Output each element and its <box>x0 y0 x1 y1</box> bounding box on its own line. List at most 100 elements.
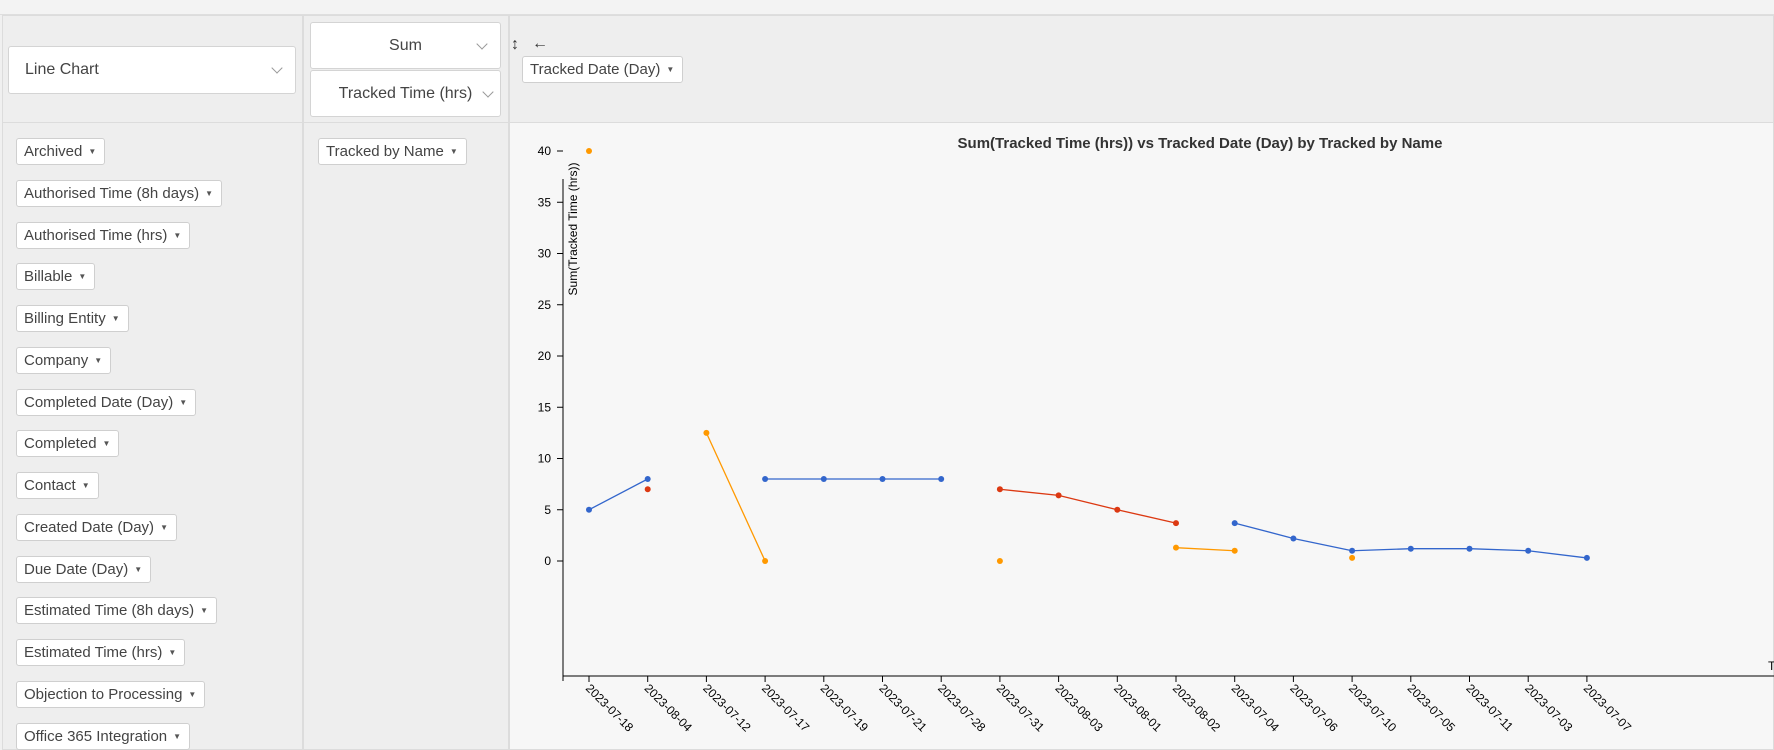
x-tick-label: 2023-08-01 <box>1111 681 1165 735</box>
series-line <box>999 488 1177 524</box>
x-tick-label: 2023-08-03 <box>1052 681 1106 735</box>
dropdown-triangle-icon: ▼ <box>449 147 458 156</box>
x-ticks: 2023-07-18 2023-08-04 2023-07-12 2023-07-17… <box>583 676 1634 735</box>
line-chart: Sum(Tracked Time (hrs)) vs Tracked Date … <box>538 135 1774 735</box>
data-point <box>1055 492 1062 499</box>
dropdown-triangle-icon: ▼ <box>200 606 208 615</box>
x-tick-label: 2023-07-28 <box>935 681 989 735</box>
attribute-pill[interactable]: Estimated Time (8h days) ▼ <box>16 597 217 624</box>
attribute-label: Completed Date (Day) <box>24 394 174 411</box>
data-point <box>820 476 827 482</box>
data-point <box>644 486 651 493</box>
renderer-select-label: Line Chart <box>25 61 99 78</box>
data-point <box>938 476 945 482</box>
data-point <box>762 476 769 482</box>
data-point <box>996 486 1003 493</box>
x-tick-label: 2023-07-18 <box>583 681 637 735</box>
dropdown-triangle-icon: ▼ <box>173 231 182 240</box>
dropdown-triangle-icon: ▼ <box>666 65 675 74</box>
data-point <box>1114 506 1121 513</box>
chart-title: Sum(Tracked Time (hrs)) vs Tracked Date … <box>958 135 1443 152</box>
data-point <box>703 429 710 436</box>
data-point <box>1525 547 1532 554</box>
row-field-pill[interactable]: Tracked by Name ▼ <box>318 138 467 165</box>
attribute-label: Due Date (Day) <box>24 561 129 578</box>
attribute-label: Archived <box>24 143 83 160</box>
column-fields-panel <box>509 15 1774 123</box>
x-tick-label: 2023-07-03 <box>1522 681 1576 735</box>
dropdown-triangle-icon: ▼ <box>81 481 90 490</box>
series-lines <box>588 432 1587 562</box>
attribute-label: Company <box>24 352 89 369</box>
y-ticks: 0 5 10 15 20 25 30 35 40 <box>538 144 563 568</box>
attribute-pill[interactable]: Authorised Time (hrs) ▼ <box>16 222 191 249</box>
swap-axes-icon[interactable]: ↕ <box>511 36 519 53</box>
data-point <box>1231 547 1238 554</box>
attribute-pill[interactable]: Contact ▼ <box>16 472 99 499</box>
value-field-select[interactable]: Tracked Time (hrs) <box>310 70 501 117</box>
attribute-pill[interactable]: Authorised Time (8h days) ▼ <box>16 180 222 207</box>
attribute-label: Authorised Time (8h days) <box>24 185 200 202</box>
y-tick-label: 30 <box>538 247 552 261</box>
dropdown-triangle-icon: ▼ <box>78 272 87 281</box>
y-tick-label: 10 <box>538 452 552 466</box>
x-tick-label: 2023-07-07 <box>1581 681 1635 735</box>
dropdown-triangle-icon: ▼ <box>88 147 97 156</box>
attribute-label: Completed <box>24 435 97 452</box>
attribute-label: Billing Entity <box>24 310 106 327</box>
aggregator-select[interactable]: Sum <box>310 22 501 69</box>
data-point <box>1173 544 1179 551</box>
x-tick-label: 2023-07-12 <box>700 681 754 735</box>
x-tick-label: 2023-07-10 <box>1346 681 1400 735</box>
attribute-label: Estimated Time (hrs) <box>24 644 163 661</box>
attribute-pill[interactable]: Company ▼ <box>16 347 112 374</box>
x-tick-label: 2023-07-11 <box>1463 681 1516 734</box>
y-tick-label: 5 <box>544 503 551 517</box>
data-point <box>879 476 886 482</box>
y-tick-label: 35 <box>538 195 552 209</box>
x-axis-label: T <box>1768 659 1774 673</box>
data-point <box>1173 520 1179 527</box>
data-point <box>586 506 592 513</box>
y-tick-label: 25 <box>538 298 552 312</box>
attribute-pill[interactable]: Office 365 Integration ▼ <box>16 723 191 750</box>
dropdown-triangle-icon: ▼ <box>134 565 143 574</box>
data-point <box>996 558 1003 564</box>
attribute-pill[interactable]: Billing Entity ▼ <box>16 305 129 332</box>
data-point <box>1407 545 1414 552</box>
y-axis-label: Sum(Tracked Time (hrs)) <box>566 163 580 296</box>
value-field-select-label: Tracked Time (hrs) <box>338 84 473 102</box>
y-tick-label: 20 <box>538 349 552 363</box>
aggregator-select-label: Sum <box>389 36 422 54</box>
chevron-down-icon <box>476 37 488 50</box>
data-point <box>644 476 651 482</box>
row-fields-panel <box>303 123 509 750</box>
x-tick-label: 2023-08-04 <box>642 681 696 735</box>
dropdown-triangle-icon: ▼ <box>168 648 177 657</box>
chart-axes <box>562 179 1774 681</box>
col-field-pill[interactable]: Tracked Date (Day) ▼ <box>522 56 684 83</box>
x-tick-label: 2023-07-05 <box>1405 681 1459 735</box>
series-line <box>1234 522 1587 559</box>
attribute-pill[interactable]: Estimated Time (hrs) ▼ <box>16 639 186 666</box>
series-line <box>1175 547 1235 552</box>
back-arrow-icon[interactable]: ← <box>532 35 548 52</box>
x-tick-label: 2023-07-21 <box>876 681 930 735</box>
attribute-pill[interactable]: Completed ▼ <box>16 430 120 457</box>
attribute-pill[interactable]: Due Date (Day) ▼ <box>16 556 152 583</box>
attribute-pill[interactable]: Billable ▼ <box>16 263 96 290</box>
series-line <box>588 478 649 511</box>
dropdown-triangle-icon: ▼ <box>111 314 120 323</box>
attribute-label: Estimated Time (8h days) <box>24 602 195 619</box>
attribute-pill[interactable]: Completed Date (Day) ▼ <box>16 389 197 416</box>
attribute-label: Office 365 Integration <box>24 728 168 745</box>
attribute-label: Contact <box>24 477 76 494</box>
attribute-pill[interactable]: Objection to Processing ▼ <box>16 681 206 708</box>
renderer-select[interactable]: Line Chart <box>8 46 296 94</box>
data-point <box>1231 520 1238 527</box>
attribute-pill[interactable]: Archived ▼ <box>16 138 106 165</box>
x-tick-label: 2023-07-04 <box>1229 681 1283 735</box>
series-points <box>586 148 1590 564</box>
attribute-pill[interactable]: Created Date (Day) ▼ <box>16 514 177 541</box>
dropdown-triangle-icon: ▼ <box>102 439 111 448</box>
